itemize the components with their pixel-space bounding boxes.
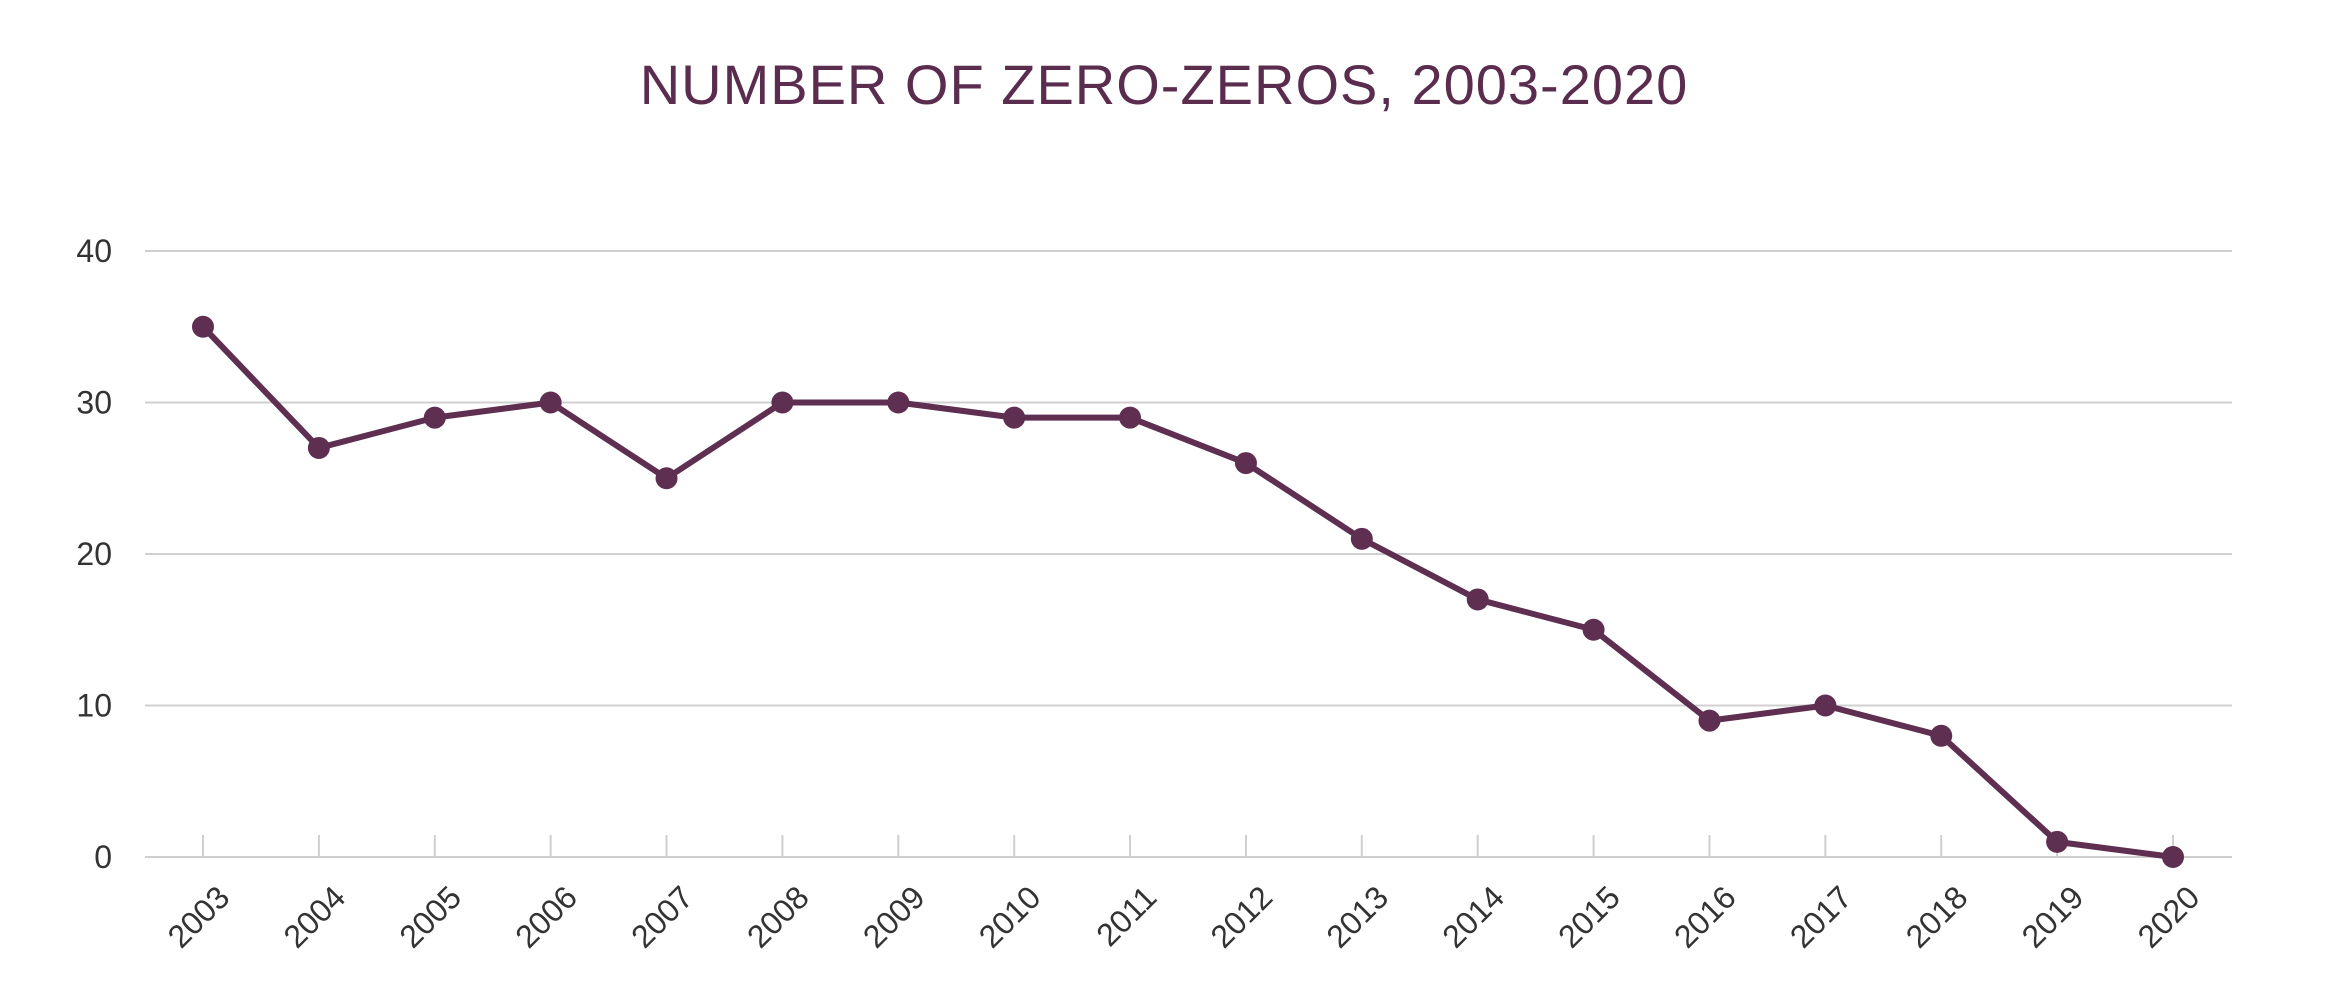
x-tick-label: 2015 <box>1551 879 1627 955</box>
y-tick-label: 30 <box>76 385 112 421</box>
y-tick-label: 20 <box>76 536 112 572</box>
data-point <box>1350 527 1373 550</box>
x-tick-label: 2004 <box>276 879 352 955</box>
x-tick-label: 2008 <box>740 879 816 955</box>
x-tick-label: 2007 <box>624 879 700 955</box>
data-point <box>192 315 214 338</box>
data-point <box>1234 452 1257 475</box>
x-tick-label: 2005 <box>392 879 468 955</box>
series-line <box>200 323 2176 860</box>
data-point <box>1119 406 1142 429</box>
data-point <box>423 406 446 429</box>
x-tick-label: 2014 <box>1435 879 1511 955</box>
grid-layer <box>145 250 2232 858</box>
y-tick-label: 40 <box>76 233 112 269</box>
x-tick-label: 2009 <box>856 879 932 955</box>
x-tick-label: 2006 <box>508 879 584 955</box>
data-point <box>887 391 910 414</box>
data-point <box>1698 709 1721 732</box>
x-tick-label: 2003 <box>161 879 237 955</box>
x-tick-label: 2010 <box>972 879 1048 955</box>
x-tick-label: 2018 <box>1899 879 1975 955</box>
x-tick-label: 2013 <box>1319 879 1395 955</box>
y-axis: 0 10 20 30 40 <box>76 233 112 875</box>
x-tick-label: 2017 <box>1783 879 1859 955</box>
data-point <box>1582 618 1605 641</box>
data-point <box>539 391 562 414</box>
data-point <box>1003 406 1026 429</box>
x-axis: 2003 2004 2005 2006 2007 2008 2009 2010 2011 2012… <box>161 835 2207 955</box>
y-tick-label: 0 <box>94 839 112 875</box>
data-point <box>2046 830 2069 853</box>
y-tick-label: 10 <box>76 688 112 724</box>
data-point <box>1930 724 1953 747</box>
x-tick-label: 2011 <box>1089 879 1163 953</box>
x-tick-label: 2020 <box>2131 879 2207 955</box>
data-point <box>1814 694 1837 717</box>
x-tick-label: 2016 <box>1667 879 1743 955</box>
x-tick-label: 2019 <box>2015 879 2091 955</box>
data-point <box>1466 588 1489 611</box>
data-point <box>2162 846 2184 868</box>
data-point <box>307 436 330 459</box>
x-tick-label: 2012 <box>1204 879 1280 955</box>
chart-title: NUMBER OF ZERO-ZEROS, 2003-2020 <box>639 53 1689 116</box>
series-layer <box>192 315 2184 868</box>
data-point <box>771 391 794 414</box>
data-point <box>655 467 678 490</box>
